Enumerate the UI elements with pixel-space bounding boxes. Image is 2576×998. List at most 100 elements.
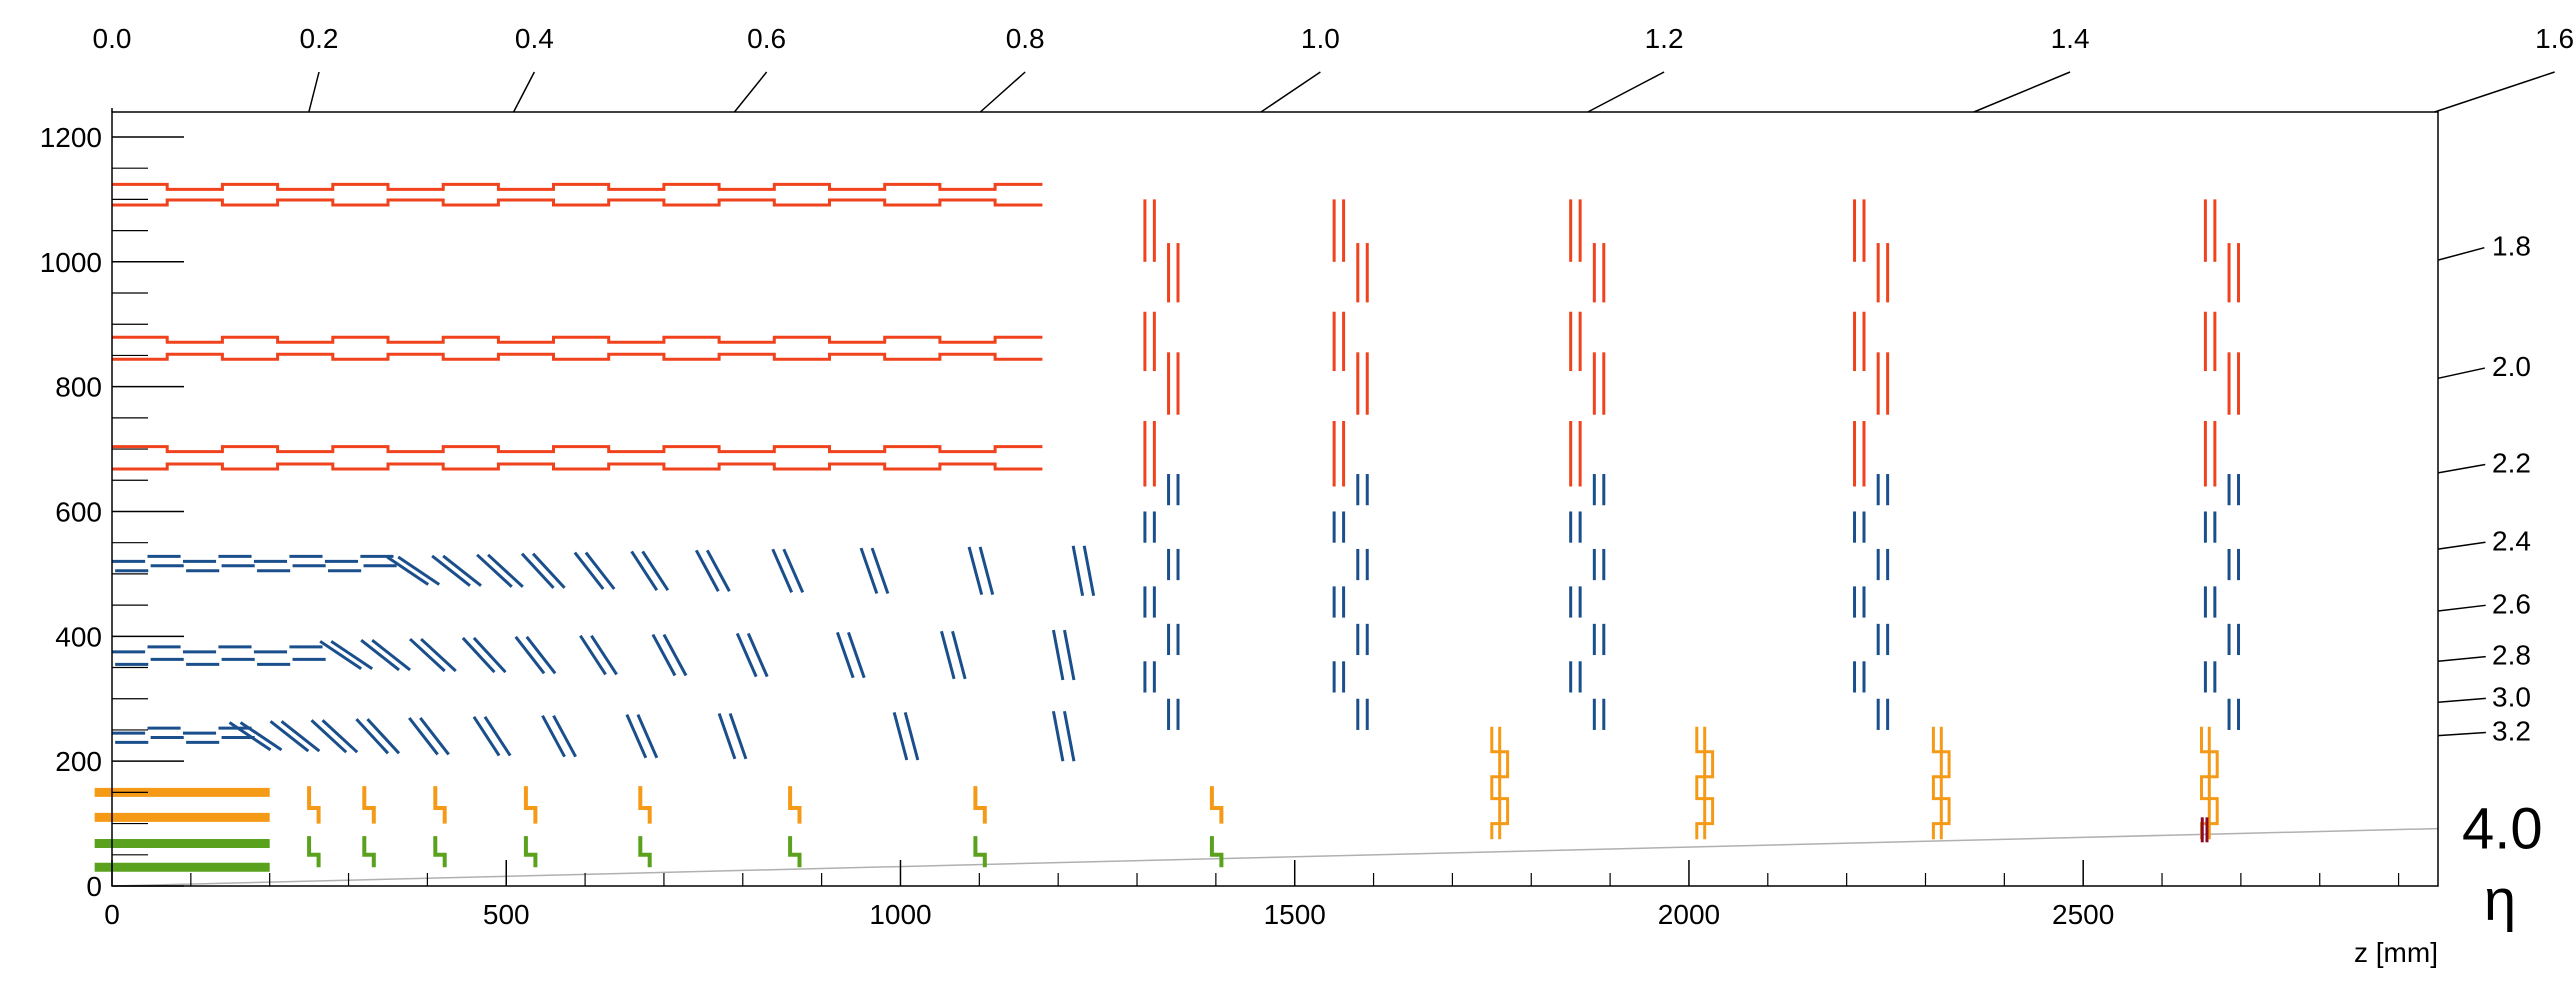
eta-tick-12	[2437, 541, 2486, 550]
macro-pixel-tilted-module	[321, 719, 359, 754]
barrel-strip-layer	[112, 445, 1043, 454]
macro-pixel-tilted-module	[870, 547, 890, 594]
macro-pixel-tilted-module	[442, 554, 482, 587]
eta-tick-16	[2437, 731, 2486, 737]
barrel-strip-layer	[112, 198, 1043, 207]
x-tick-label: 0	[104, 899, 120, 930]
macro-pixel-tilted-module	[431, 554, 471, 587]
macro-pixel-tilted-module	[461, 636, 496, 674]
macro-pixel-tilted-module	[319, 640, 362, 671]
macro-pixel-tilted-module	[472, 636, 507, 674]
eta-label-1: 0.2	[300, 23, 339, 54]
macro-pixel-tilted-module	[514, 635, 546, 675]
macro-pixel-tilted-module	[625, 713, 648, 759]
eta-label-5: 1.0	[1301, 23, 1340, 54]
macro-pixel-tilted-module	[636, 713, 659, 759]
pixel-disk-forward	[1695, 726, 1707, 840]
macro-pixel-tilted-module	[940, 630, 956, 680]
macro-pixel-tilted-module	[280, 720, 321, 753]
eta-tick-14	[2437, 655, 2486, 662]
eta-label-11: 2.2	[2492, 447, 2531, 478]
macro-pixel-tilted-module	[641, 550, 670, 591]
macro-pixel-tilted-module	[705, 549, 731, 592]
macro-pixel-tilted-module	[630, 550, 659, 591]
pixel-disk-forward	[2200, 726, 2211, 840]
barrel-strip-layer	[112, 182, 1043, 191]
macro-pixel-tilted-module	[239, 721, 283, 752]
macro-pixel-tilted-module	[782, 548, 805, 593]
macro-pixel-tilted-module	[371, 639, 411, 672]
eta-lines-layer: 0.0 0.2 0.4 0.6 0.8 1.0 1.2 1.4 1.6 1.8 2.0 2.2 2.4 2…	[93, 23, 2574, 887]
x-tick-label: 1000	[869, 899, 931, 930]
pixel-disk-outer	[362, 786, 376, 824]
pixel-disk-forward	[1498, 726, 1510, 840]
labels-layer: z [mm] η	[2354, 868, 2516, 968]
pixel-disk-outer	[638, 786, 652, 824]
pixel-disk-outer	[973, 786, 987, 824]
pixel-disk-outer	[523, 786, 538, 824]
x-axis-title: z [mm]	[2354, 937, 2438, 968]
y-tick-label: 200	[55, 746, 102, 777]
eta-label-16: 3.2	[2492, 716, 2531, 747]
y-tick-label: 800	[55, 372, 102, 403]
macro-pixel-tilted-module	[366, 718, 401, 755]
pixel-disk-forward	[1490, 726, 1502, 840]
eta-label-12: 2.4	[2492, 525, 2531, 556]
macro-pixel-tilted-module	[409, 637, 446, 673]
eta-tick-6	[1587, 71, 1665, 113]
barrel-strip-layer	[112, 335, 1043, 344]
macro-pixel-tilted-module	[651, 633, 677, 677]
eta-label-9: 1.8	[2492, 231, 2531, 262]
x-tick-label: 500	[483, 899, 530, 930]
macro-pixel-tilted-module	[1051, 629, 1065, 681]
pixel-disk-outer	[433, 786, 447, 824]
macro-pixel-tilted-module	[662, 633, 688, 677]
pixel-disk-inner	[788, 836, 802, 868]
macro-pixel-tilted-module	[408, 717, 439, 756]
x-tick-label: 2000	[1658, 899, 1720, 930]
macro-pixel-tilted-module	[835, 631, 855, 679]
eta-tick-13	[2437, 604, 2486, 612]
eta-label-4: 4.0	[2462, 797, 2543, 862]
pixel-disk-outer	[307, 786, 321, 824]
eta-label-2: 0.4	[515, 23, 554, 54]
eta-label-4: 0.8	[1006, 23, 1045, 54]
macro-pixel-tilted-module	[1082, 545, 1096, 597]
axes-layer: 0 500 1000 1500 2000 2500 0 200 400 600 800 1000 120…	[40, 122, 2400, 930]
macro-pixel-tilted-module	[746, 632, 769, 678]
eta-tick-2	[512, 71, 536, 113]
macro-pixel-tilted-module	[1063, 629, 1076, 681]
eta-tick-15	[2437, 697, 2486, 703]
macro-pixel-tilted-module	[386, 555, 430, 586]
macro-pixel-tilted-module	[525, 635, 557, 675]
eta-tick-9	[2437, 246, 2485, 261]
macro-pixel-tilted-module	[967, 546, 984, 596]
pixel-disk-outer	[1209, 786, 1224, 824]
macro-pixel-tilted-module	[476, 553, 513, 588]
eta-tick-1	[308, 71, 320, 113]
macro-pixel-tilted-module	[520, 552, 555, 589]
pixel-disk-inner	[1209, 836, 1224, 868]
macro-pixel-tilted-module	[487, 553, 524, 588]
eta-tick-8	[2434, 71, 2555, 113]
eta-label-6: 1.2	[1645, 23, 1684, 54]
macro-pixel-tilted-module	[978, 546, 995, 596]
eta-tick-4	[979, 71, 1026, 113]
x-tick-label: 2500	[2052, 899, 2114, 930]
macro-pixel-tilted-module	[1051, 710, 1065, 762]
eta-label-8: 1.6	[2535, 23, 2574, 54]
eta-label-15: 3.0	[2492, 681, 2531, 712]
macro-pixel-tilted-module	[735, 632, 758, 678]
pixel-disk-inner	[307, 836, 321, 868]
eta-tick-11	[2437, 463, 2486, 474]
macro-pixel-tilted-module	[728, 712, 748, 760]
pixel-disk-outer	[788, 786, 802, 824]
plot-area-border	[111, 111, 2439, 887]
macro-pixel-tilted-module	[360, 639, 400, 672]
macro-pixel-tilted-module	[269, 720, 310, 753]
eta-tick-7	[1973, 71, 2071, 113]
macro-pixel-tilted-module	[552, 715, 577, 758]
macro-pixel-tilted-module	[1071, 545, 1085, 597]
macro-pixel-tilted-module	[771, 548, 794, 593]
macro-pixel-tilted-module	[1063, 710, 1076, 762]
